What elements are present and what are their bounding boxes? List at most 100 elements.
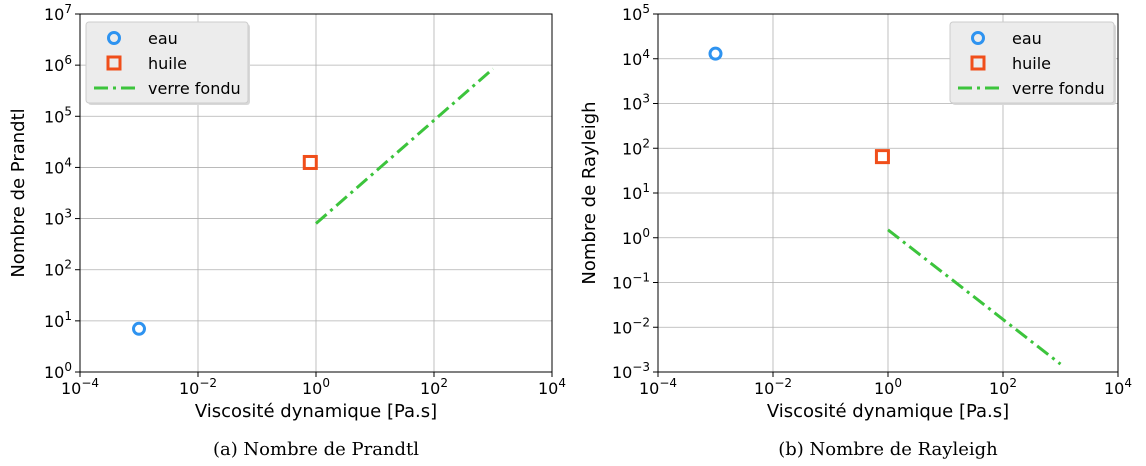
- y-tick-label-exp: 7: [64, 2, 72, 16]
- x-tick-label-base: 10: [874, 379, 894, 398]
- y-tick-label-base: 10: [622, 184, 642, 203]
- legend-label: eau: [148, 29, 178, 48]
- y-tick-label: 104: [622, 47, 650, 69]
- y-tick-label-exp: 0: [642, 226, 650, 240]
- y-tick-label: 106: [44, 53, 72, 75]
- y-tick-label: 100: [44, 360, 72, 382]
- y-tick-label-base: 10: [44, 363, 64, 382]
- x-tick-label-exp: 0: [894, 376, 902, 390]
- axes-frame: [79, 13, 553, 373]
- y-tick-label-exp: 3: [64, 207, 72, 221]
- y-tick-label: 103: [44, 207, 72, 229]
- x-tick-label-exp: 4: [1124, 376, 1132, 390]
- y-axis-label: Nombre de Prandtl: [8, 108, 29, 277]
- y-tick-label-exp: 3: [642, 92, 650, 106]
- chart-panel-a: 10−4 10−2 100 102 10410010110210310410510610…: [8, 2, 566, 460]
- y-tick-label-base: 10: [612, 274, 632, 293]
- x-tick-label: 100: [302, 376, 330, 398]
- series-line-verre-fondu: [887, 228, 1062, 366]
- y-tick-label: 105: [44, 104, 72, 126]
- x-tick-label-base: 10: [61, 379, 81, 398]
- y-tick-label: 10−3: [612, 360, 650, 382]
- y-tick-label: 102: [622, 136, 650, 158]
- y-tick-label-base: 10: [44, 312, 64, 331]
- y-axis-label: Nombre de Rayleigh: [579, 101, 600, 284]
- y-tick-label: 105: [622, 2, 650, 24]
- y-tick-label: 107: [44, 2, 72, 24]
- y-tick-label-base: 10: [612, 318, 632, 337]
- x-axis-label: Viscosité dynamique [Pa.s]: [767, 401, 1009, 422]
- y-tick-label-base: 10: [44, 158, 64, 177]
- x-tick-label-exp: −4: [81, 376, 99, 390]
- y-tick-label-exp: −1: [632, 271, 650, 285]
- y-tick-label-exp: −2: [632, 315, 650, 329]
- legend-box: [85, 21, 249, 104]
- y-tick-label: 103: [622, 92, 650, 114]
- x-tick-label-base: 10: [989, 379, 1009, 398]
- y-tick-label-base: 10: [622, 139, 642, 158]
- x-tick-label: 10−4: [61, 376, 99, 398]
- x-tick-label-base: 10: [639, 379, 659, 398]
- legend-marker-eau: [971, 31, 985, 45]
- axes-frame: [657, 13, 1119, 373]
- x-tick-label-exp: 2: [440, 376, 448, 390]
- x-tick-label: 104: [538, 376, 566, 398]
- legend-marker-huile: [106, 55, 122, 71]
- y-tick-label-base: 10: [44, 210, 64, 229]
- y-tick-label-exp: −3: [632, 360, 650, 374]
- legend-marker-eau: [107, 31, 121, 45]
- data-point-huile: [874, 149, 890, 165]
- y-tick-label-exp: 5: [642, 2, 650, 16]
- x-tick-label: 100: [874, 376, 902, 398]
- y-tick-label-base: 10: [622, 95, 642, 114]
- chart-panel-b: 10−4 10−2 100 102 10410−310−210−110010110210…: [579, 2, 1132, 460]
- legend: eau huile verre fondu: [85, 21, 250, 105]
- y-tick-label-exp: 2: [64, 258, 72, 272]
- legend-label: verre fondu: [148, 79, 241, 98]
- y-tick-label: 101: [44, 309, 72, 331]
- y-tick-label-exp: 4: [64, 155, 72, 169]
- y-tick-label-exp: 1: [64, 309, 72, 323]
- x-axis-label: Viscosité dynamique [Pa.s]: [195, 401, 437, 422]
- x-tick-label-base: 10: [302, 379, 322, 398]
- y-tick-label: 104: [44, 155, 72, 177]
- x-tick-label: 10−4: [639, 376, 677, 398]
- y-tick-label: 10−1: [612, 271, 650, 293]
- y-tick-label-base: 10: [622, 50, 642, 69]
- x-tick-label-exp: −2: [199, 376, 217, 390]
- y-tick-label-base: 10: [44, 56, 64, 75]
- y-tick-label-exp: 5: [64, 104, 72, 118]
- x-tick-label-base: 10: [754, 379, 774, 398]
- y-tick-label-base: 10: [622, 5, 642, 24]
- y-tick-label: 102: [44, 258, 72, 280]
- y-tick-label: 101: [622, 181, 650, 203]
- x-tick-label-exp: 0: [322, 376, 330, 390]
- y-tick-label-exp: 6: [64, 53, 72, 67]
- y-tick-label-exp: 1: [642, 181, 650, 195]
- y-tick-label-base: 10: [612, 363, 632, 382]
- legend-marker-huile: [970, 55, 986, 71]
- y-tick-label-base: 10: [44, 261, 64, 280]
- y-tick-label: 10−2: [612, 315, 650, 337]
- x-tick-label-exp: 4: [558, 376, 566, 390]
- legend-label: huile: [148, 54, 187, 73]
- data-point-eau: [132, 321, 146, 336]
- figure-caption: (b) Nombre de Rayleigh: [778, 439, 998, 460]
- y-tick-label-base: 10: [44, 107, 64, 126]
- x-tick-label-base: 10: [179, 379, 199, 398]
- x-tick-label-base: 10: [538, 379, 558, 398]
- y-tick-label-exp: 0: [64, 360, 72, 374]
- x-tick-label: 10−2: [754, 376, 792, 398]
- figure-caption: (a) Nombre de Prandtl: [213, 439, 419, 460]
- y-tick-label-base: 10: [44, 5, 64, 24]
- data-point-eau: [708, 46, 723, 61]
- x-tick-label: 10−2: [179, 376, 217, 398]
- x-tick-label-exp: −2: [774, 376, 792, 390]
- x-tick-label: 102: [420, 376, 448, 398]
- legend-label: eau: [1012, 29, 1042, 48]
- x-tick-label-base: 10: [1104, 379, 1124, 398]
- x-tick-label-base: 10: [420, 379, 440, 398]
- series-line-verre-fondu: [315, 67, 494, 225]
- y-tick-label-base: 10: [622, 229, 642, 248]
